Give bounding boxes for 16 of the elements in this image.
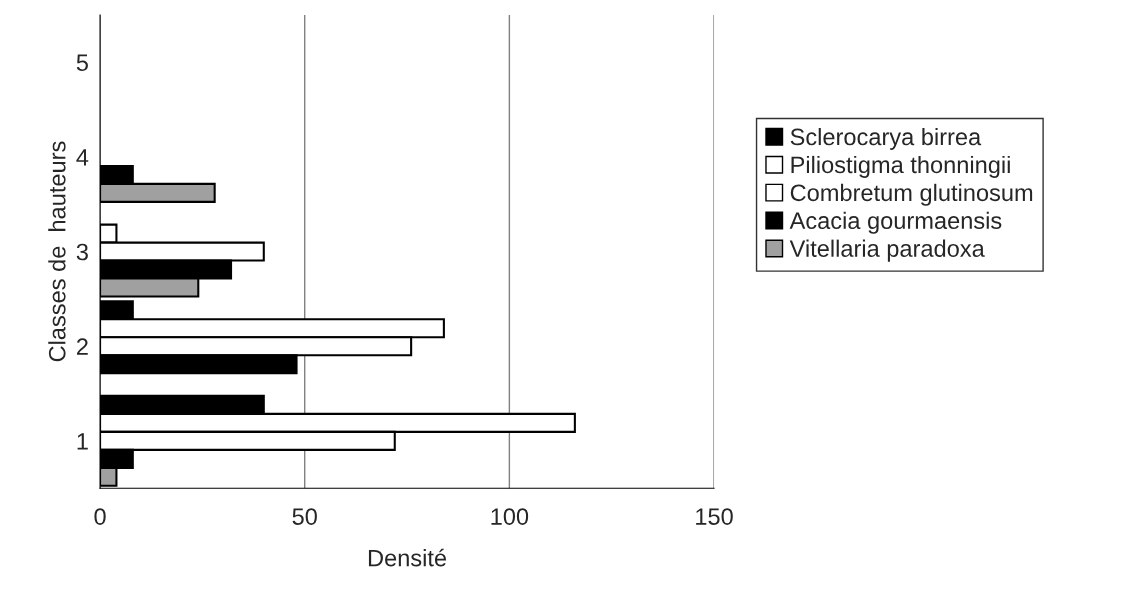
x-tick-label: 50 [292,508,317,525]
y-tick-label: 4 [76,149,89,166]
y-tick-label: 5 [76,54,88,72]
legend-label: Sclerocarya birrea [790,127,982,150]
legend-label: Vitellaria paradoxa [789,239,985,262]
legend-label: Acacia gourmaensis [789,211,1002,234]
x-tick-label: 100 [491,508,529,525]
x-axis-title: Densité [368,548,447,567]
y-tick-label: 2 [77,338,88,355]
x-tick-label: 150 [696,508,733,525]
y-tick-label: 1 [77,433,88,450]
y-axis-title: Classes de hauteurs [48,141,66,362]
y-tick-label: 3 [76,243,88,261]
x-tick-label: 0 [94,508,106,525]
legend-label: Piliostigma thonningii [791,155,1010,178]
legend-label: Combretum glutinosum [790,183,1033,206]
